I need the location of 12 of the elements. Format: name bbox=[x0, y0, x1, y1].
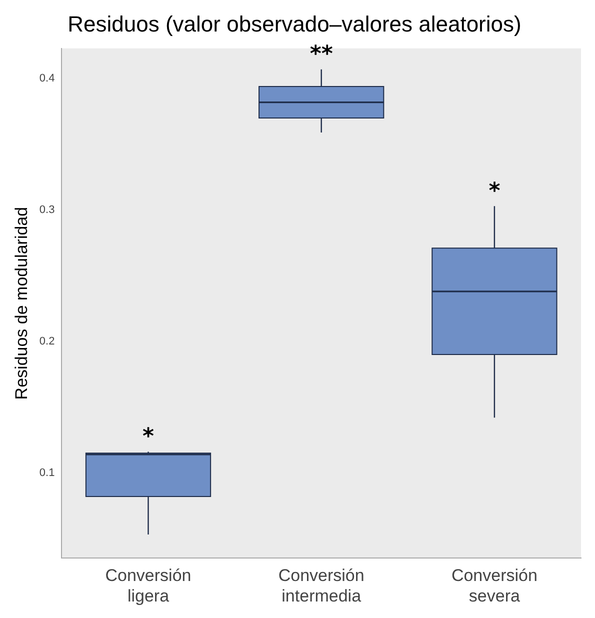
chart-title: Residuos (valor observado–valores aleatorios) bbox=[68, 11, 522, 36]
y-axis-title: Residuos de modularidad bbox=[12, 206, 31, 400]
y-tick-label: 0.2 bbox=[39, 335, 55, 348]
annotation: * bbox=[488, 178, 501, 204]
y-tick-label: 0.4 bbox=[39, 72, 55, 85]
annotation: * bbox=[142, 424, 154, 450]
y-tick-label: 0.3 bbox=[39, 204, 55, 216]
x-tick-label: Conversión severa bbox=[451, 566, 538, 606]
annotation: ** bbox=[310, 42, 334, 68]
y-tick-label: 0.1 bbox=[39, 466, 55, 479]
x-tick-label: Conversión ligera bbox=[105, 566, 192, 606]
x-tick-label: Conversión intermedia bbox=[278, 566, 364, 606]
